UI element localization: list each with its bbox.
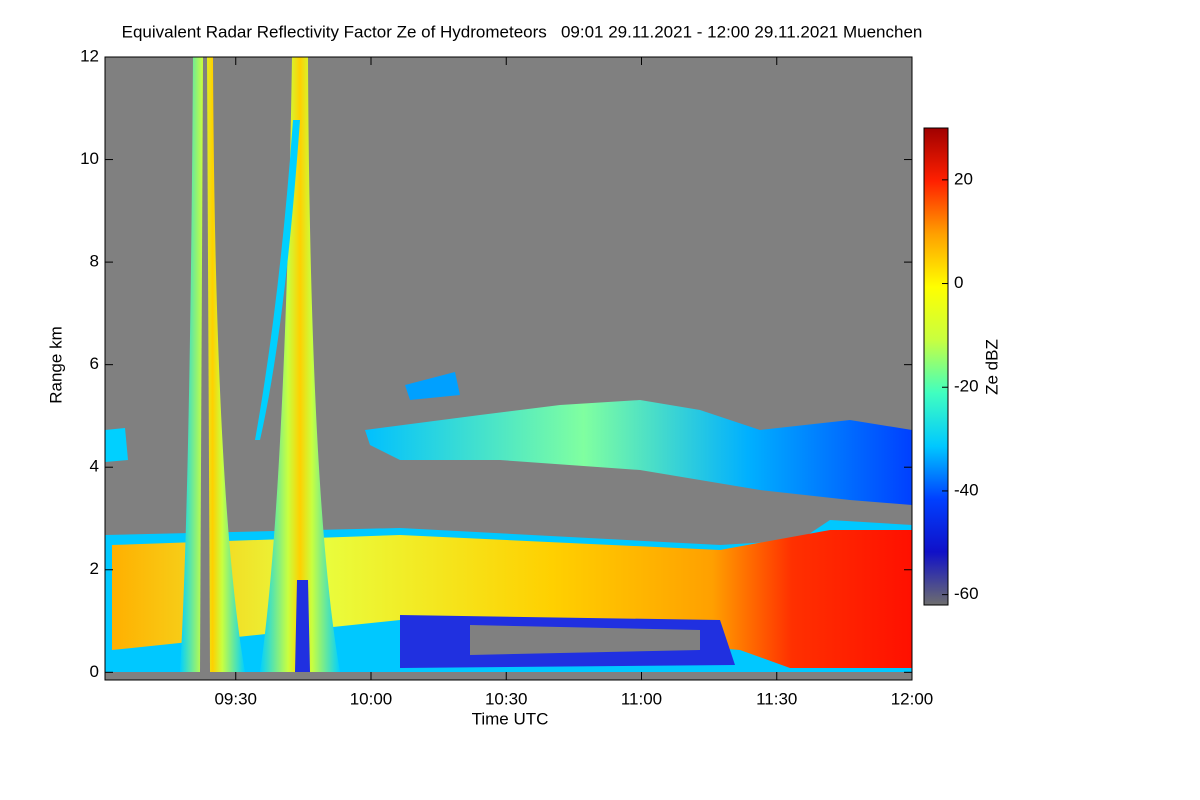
x-tick-label: 10:30 xyxy=(485,689,528,708)
chart-title: Equivalent Radar Reflectivity Factor Ze … xyxy=(122,22,923,41)
colorbar-tick-label: -20 xyxy=(954,377,979,396)
colorbar-label: Ze dBZ xyxy=(982,339,1001,395)
y-tick-label: 0 xyxy=(90,662,99,681)
y-tick-label: 12 xyxy=(80,46,99,65)
radar-field xyxy=(105,57,912,680)
x-tick-label: 12:00 xyxy=(891,689,934,708)
y-tick-label: 4 xyxy=(90,457,99,476)
colorbar-tick-label: -60 xyxy=(954,584,979,603)
x-tick-label: 09:30 xyxy=(214,689,257,708)
plot-frame xyxy=(104,56,913,681)
colorbar-tick-label: -40 xyxy=(954,480,979,499)
x-tick-label: 11:00 xyxy=(621,689,662,708)
colorbar-tick-label: 20 xyxy=(954,169,973,188)
y-tick-label: 10 xyxy=(80,149,99,168)
x-tick-label: 10:00 xyxy=(350,689,393,708)
colorbar-tick-label: 0 xyxy=(954,273,963,292)
x-tick-label: 11:30 xyxy=(756,689,797,708)
y-tick-label: 8 xyxy=(90,252,99,271)
y-tick-label: 2 xyxy=(90,559,99,578)
colorbar xyxy=(923,127,949,606)
x-axis-label: Time UTC xyxy=(472,709,549,728)
y-axis-label: Range km xyxy=(46,326,65,403)
y-tick-label: 6 xyxy=(90,354,99,373)
